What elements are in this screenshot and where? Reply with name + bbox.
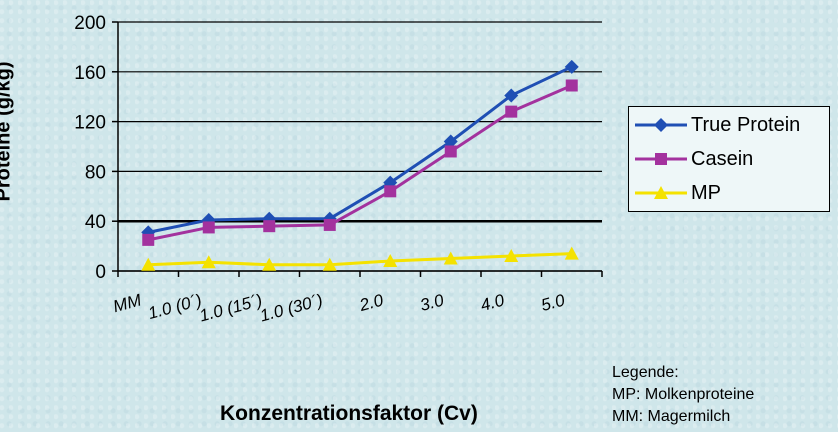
data-point-triangle [504, 249, 519, 263]
notes-line-mp: MP: Molkenproteine [612, 386, 755, 403]
legend-swatch-square-icon [635, 153, 687, 165]
y-axis-label: Proteine (g/kg) [0, 61, 15, 202]
data-point-diamond [504, 88, 519, 103]
series-line-true-protein [147, 65, 573, 234]
y-tick-label: 0 [95, 262, 106, 283]
data-point-square [565, 79, 578, 92]
data-point-square [142, 233, 155, 246]
data-point-diamond [443, 134, 458, 149]
data-point-triangle [383, 254, 398, 268]
data-point-triangle [564, 246, 579, 260]
legend-label-true-protein: True Protein [691, 114, 801, 136]
x-tick-label: 1.0 (30´) [258, 291, 325, 326]
data-point-triangle [322, 257, 337, 271]
data-point-triangle [443, 251, 458, 265]
y-tick-label: 40 [85, 212, 106, 233]
data-point-square [505, 105, 518, 118]
data-point-square [202, 221, 215, 234]
data-point-square [323, 218, 336, 231]
series-line-mp [148, 252, 572, 267]
legend-item-casein: Casein [629, 145, 829, 173]
x-tick-label: 4.0 [479, 290, 507, 315]
y-tick-label: 80 [85, 162, 106, 183]
series-line-casein [147, 84, 573, 242]
y-tick-label: 120 [74, 113, 106, 134]
data-point-diamond [564, 59, 579, 74]
x-axis-label: Konzentrationsfaktor (Cv) [220, 402, 478, 425]
legend-swatch-diamond-icon [635, 118, 687, 132]
data-point-square [384, 185, 397, 198]
legend-label-mp: MP [691, 182, 721, 204]
y-tick-label: 200 [74, 13, 106, 34]
legend-label-casein: Casein [691, 148, 754, 170]
data-point-square [444, 145, 457, 158]
legend: True Protein Casein MP [628, 106, 830, 212]
legend-swatch-triangle-icon [635, 186, 687, 199]
x-tick-label: 2.0 [357, 290, 386, 315]
data-point-triangle [141, 257, 156, 271]
data-point-triangle [262, 257, 277, 271]
x-tick-label: 1.0 (15´) [197, 291, 264, 326]
notes-line-mm: MM: Magermilch [612, 408, 731, 425]
y-tick-label: 160 [74, 63, 106, 84]
legend-item-mp: MP [629, 179, 829, 207]
data-point-square [263, 220, 276, 233]
notes-title: Legende: [612, 364, 679, 381]
x-tick-label: 1.0 (0´) [146, 291, 204, 324]
x-tick-label: 3.0 [418, 290, 446, 315]
x-tick-label: MM [111, 290, 144, 316]
data-point-triangle [201, 255, 216, 269]
x-tick-label: 5.0 [539, 290, 567, 315]
legend-item-true-protein: True Protein [629, 111, 829, 139]
